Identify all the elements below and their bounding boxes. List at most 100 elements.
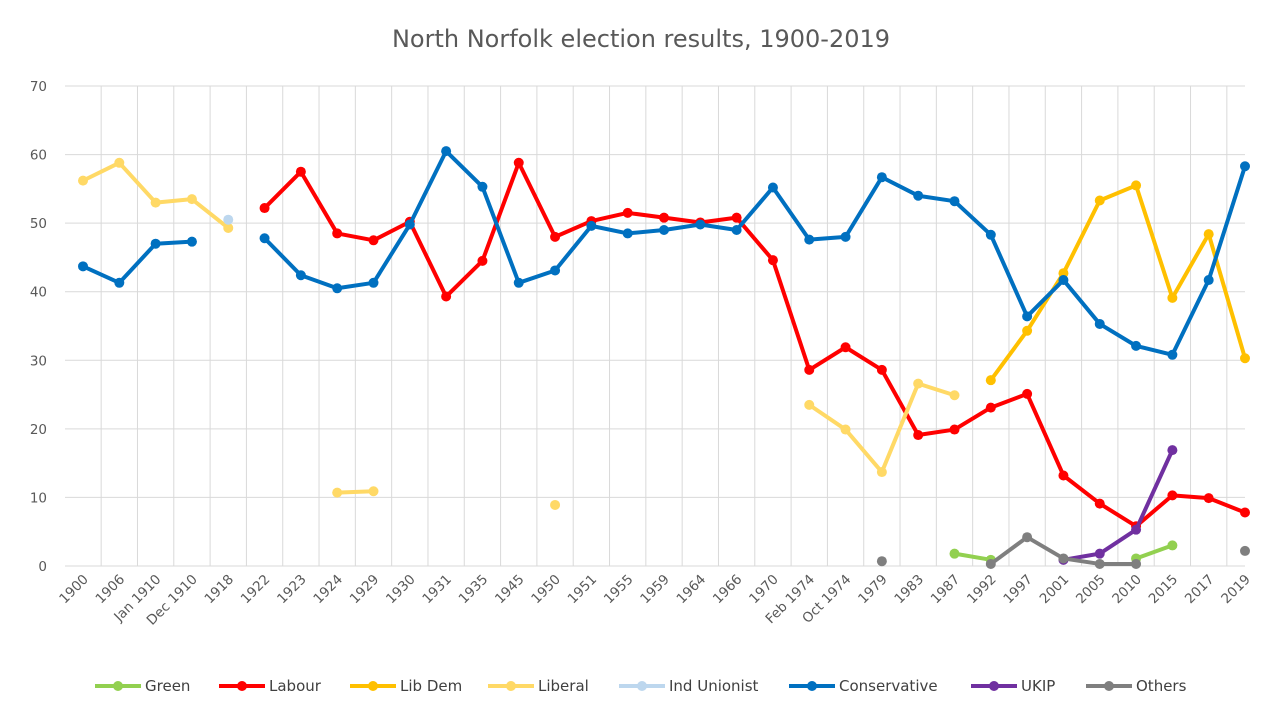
data-point-labour	[1094, 498, 1105, 509]
legend-marker	[637, 681, 647, 691]
data-point-conservative	[332, 283, 343, 294]
legend-label: Others	[1136, 677, 1187, 695]
x-tick-label: 2001	[1037, 572, 1073, 608]
data-point-labour	[332, 228, 343, 239]
data-point-liberal	[804, 399, 815, 410]
data-point-conservative	[876, 172, 887, 183]
data-point-lib-dem	[1094, 195, 1105, 206]
data-point-conservative	[513, 277, 524, 288]
data-point-liberal	[550, 499, 561, 510]
legend-item-lib-dem: Lib Dem	[350, 677, 462, 695]
data-point-labour	[731, 212, 742, 223]
data-point-others	[985, 558, 996, 569]
data-point-labour	[1058, 470, 1069, 481]
x-tick-label: 1979	[855, 572, 891, 608]
data-point-labour	[949, 424, 960, 435]
data-point-liberal	[186, 194, 197, 205]
legend-label: Labour	[269, 677, 322, 695]
series-liberal	[78, 157, 960, 510]
data-point-ukip	[1131, 524, 1142, 535]
data-point-ukip	[1167, 445, 1178, 456]
data-point-labour	[840, 342, 851, 353]
x-tick-label: 1983	[891, 572, 927, 608]
data-point-liberal	[368, 486, 379, 497]
data-point-labour	[295, 166, 306, 177]
series-ind-unionist	[223, 214, 234, 225]
data-point-conservative	[804, 234, 815, 245]
data-point-conservative	[404, 219, 415, 230]
legend-marker	[1104, 681, 1114, 691]
data-point-conservative	[368, 277, 379, 288]
legend-label: Ind Unionist	[669, 677, 759, 695]
legend-item-others: Others	[1086, 677, 1187, 695]
series-line-conservative	[81, 239, 194, 285]
data-point-others	[1131, 558, 1142, 569]
data-point-conservative	[840, 231, 851, 242]
data-point-conservative	[1240, 161, 1250, 172]
legend-label: Liberal	[538, 677, 589, 695]
legend: Green Labour Lib Dem Liberal Ind Unionist Con…	[95, 677, 1187, 695]
data-point-lib-dem	[985, 375, 996, 386]
data-point-labour	[1203, 493, 1214, 504]
series-line-liberal	[81, 160, 231, 230]
data-point-conservative	[985, 229, 996, 240]
data-point-conservative	[78, 261, 88, 272]
data-point-others	[1058, 553, 1069, 564]
x-tick-label: 1931	[419, 572, 455, 608]
data-point-green	[949, 548, 960, 559]
series-lib-dem	[985, 180, 1250, 386]
x-tick-label: 2019	[1218, 572, 1254, 608]
data-point-labour	[985, 402, 996, 413]
data-point-labour	[622, 207, 633, 218]
x-tick-label: 1964	[674, 572, 710, 608]
data-point-conservative	[1203, 275, 1214, 286]
series-line-lib-dem	[988, 183, 1247, 383]
data-point-labour	[1167, 490, 1178, 501]
legend-item-liberal: Liberal	[488, 677, 589, 695]
data-point-labour	[550, 231, 561, 242]
legend-label: UKIP	[1021, 677, 1055, 695]
series-line-ukip	[1061, 448, 1175, 562]
legend-item-ukip: UKIP	[971, 677, 1055, 695]
legend-label: Lib Dem	[400, 677, 462, 695]
series-conservative	[78, 146, 1250, 360]
x-tick-label: 1918	[201, 572, 237, 608]
data-point-others	[1094, 558, 1105, 569]
data-point-conservative	[622, 228, 633, 239]
series-line-labour	[262, 160, 1247, 529]
data-point-labour	[368, 235, 379, 246]
legend-marker	[113, 681, 123, 691]
data-point-lib-dem	[1022, 325, 1033, 336]
y-tick-label: 40	[30, 285, 47, 301]
legend-marker	[368, 681, 378, 691]
legend-item-ind-unionist: Ind Unionist	[619, 677, 759, 695]
series-others	[876, 532, 1250, 569]
y-tick-label: 70	[30, 79, 47, 95]
data-point-liberal	[913, 378, 924, 389]
data-point-labour	[913, 430, 924, 441]
data-point-labour	[1240, 507, 1250, 518]
x-tick-label: 2005	[1073, 572, 1109, 608]
x-tick-label: 1950	[528, 572, 564, 608]
y-tick-label: 50	[30, 216, 47, 232]
data-point-conservative	[731, 225, 742, 235]
legend-marker	[237, 681, 247, 691]
data-point-conservative	[1022, 311, 1033, 322]
data-point-green	[1167, 540, 1178, 551]
data-point-conservative	[949, 196, 960, 207]
data-point-conservative	[1167, 349, 1178, 360]
data-point-conservative	[186, 236, 197, 247]
data-point-others	[1240, 545, 1250, 556]
legend-marker	[506, 681, 516, 691]
legend-item-conservative: Conservative	[789, 677, 938, 695]
data-point-conservative	[913, 190, 924, 201]
data-point-ind-unionist	[223, 214, 234, 225]
data-point-conservative	[1094, 318, 1105, 329]
legend-label: Green	[145, 677, 190, 695]
x-tick-label: 2010	[1109, 572, 1145, 608]
data-point-conservative	[441, 146, 452, 157]
y-tick-label: 0	[38, 559, 47, 575]
